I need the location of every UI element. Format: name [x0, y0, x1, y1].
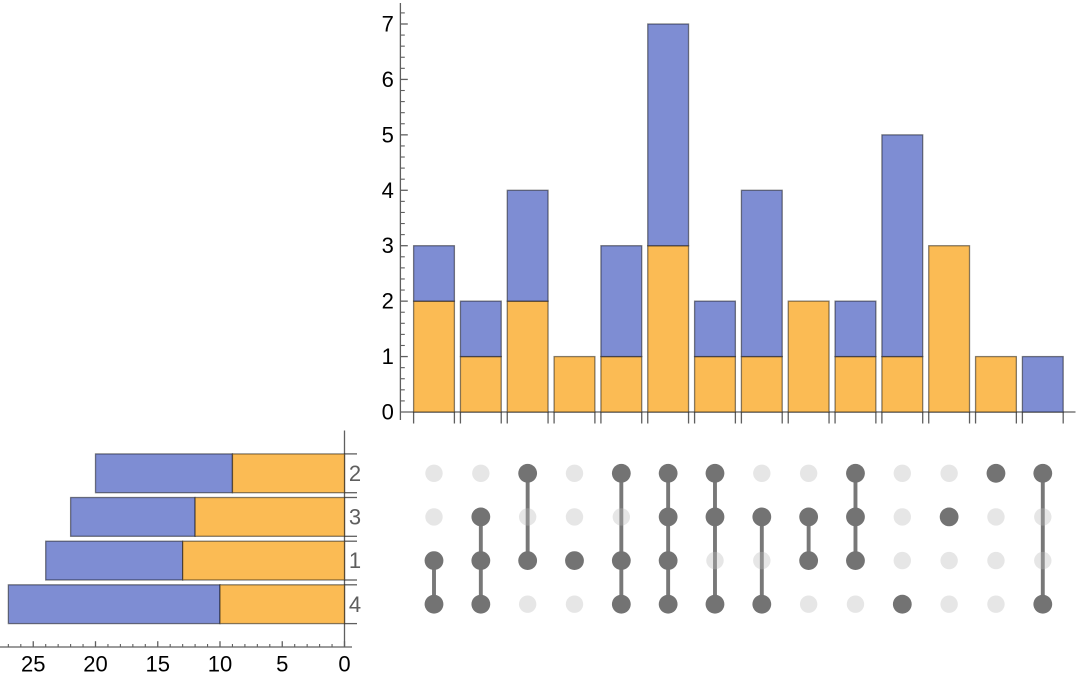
svg-text:10: 10: [208, 651, 232, 676]
svg-text:1: 1: [349, 548, 361, 573]
svg-text:5: 5: [382, 122, 394, 147]
svg-text:1: 1: [382, 344, 394, 369]
svg-text:3: 3: [382, 233, 394, 258]
svg-text:2: 2: [382, 289, 394, 314]
svg-text:6: 6: [382, 67, 394, 92]
svg-text:0: 0: [382, 400, 394, 425]
svg-text:4: 4: [349, 592, 361, 617]
svg-text:15: 15: [146, 651, 170, 676]
svg-text:20: 20: [83, 651, 107, 676]
svg-text:7: 7: [382, 11, 394, 36]
svg-text:3: 3: [349, 505, 361, 530]
svg-text:2: 2: [349, 461, 361, 486]
svg-text:5: 5: [276, 651, 288, 676]
svg-text:4: 4: [382, 178, 394, 203]
svg-text:0: 0: [338, 651, 350, 676]
svg-text:25: 25: [21, 651, 45, 676]
